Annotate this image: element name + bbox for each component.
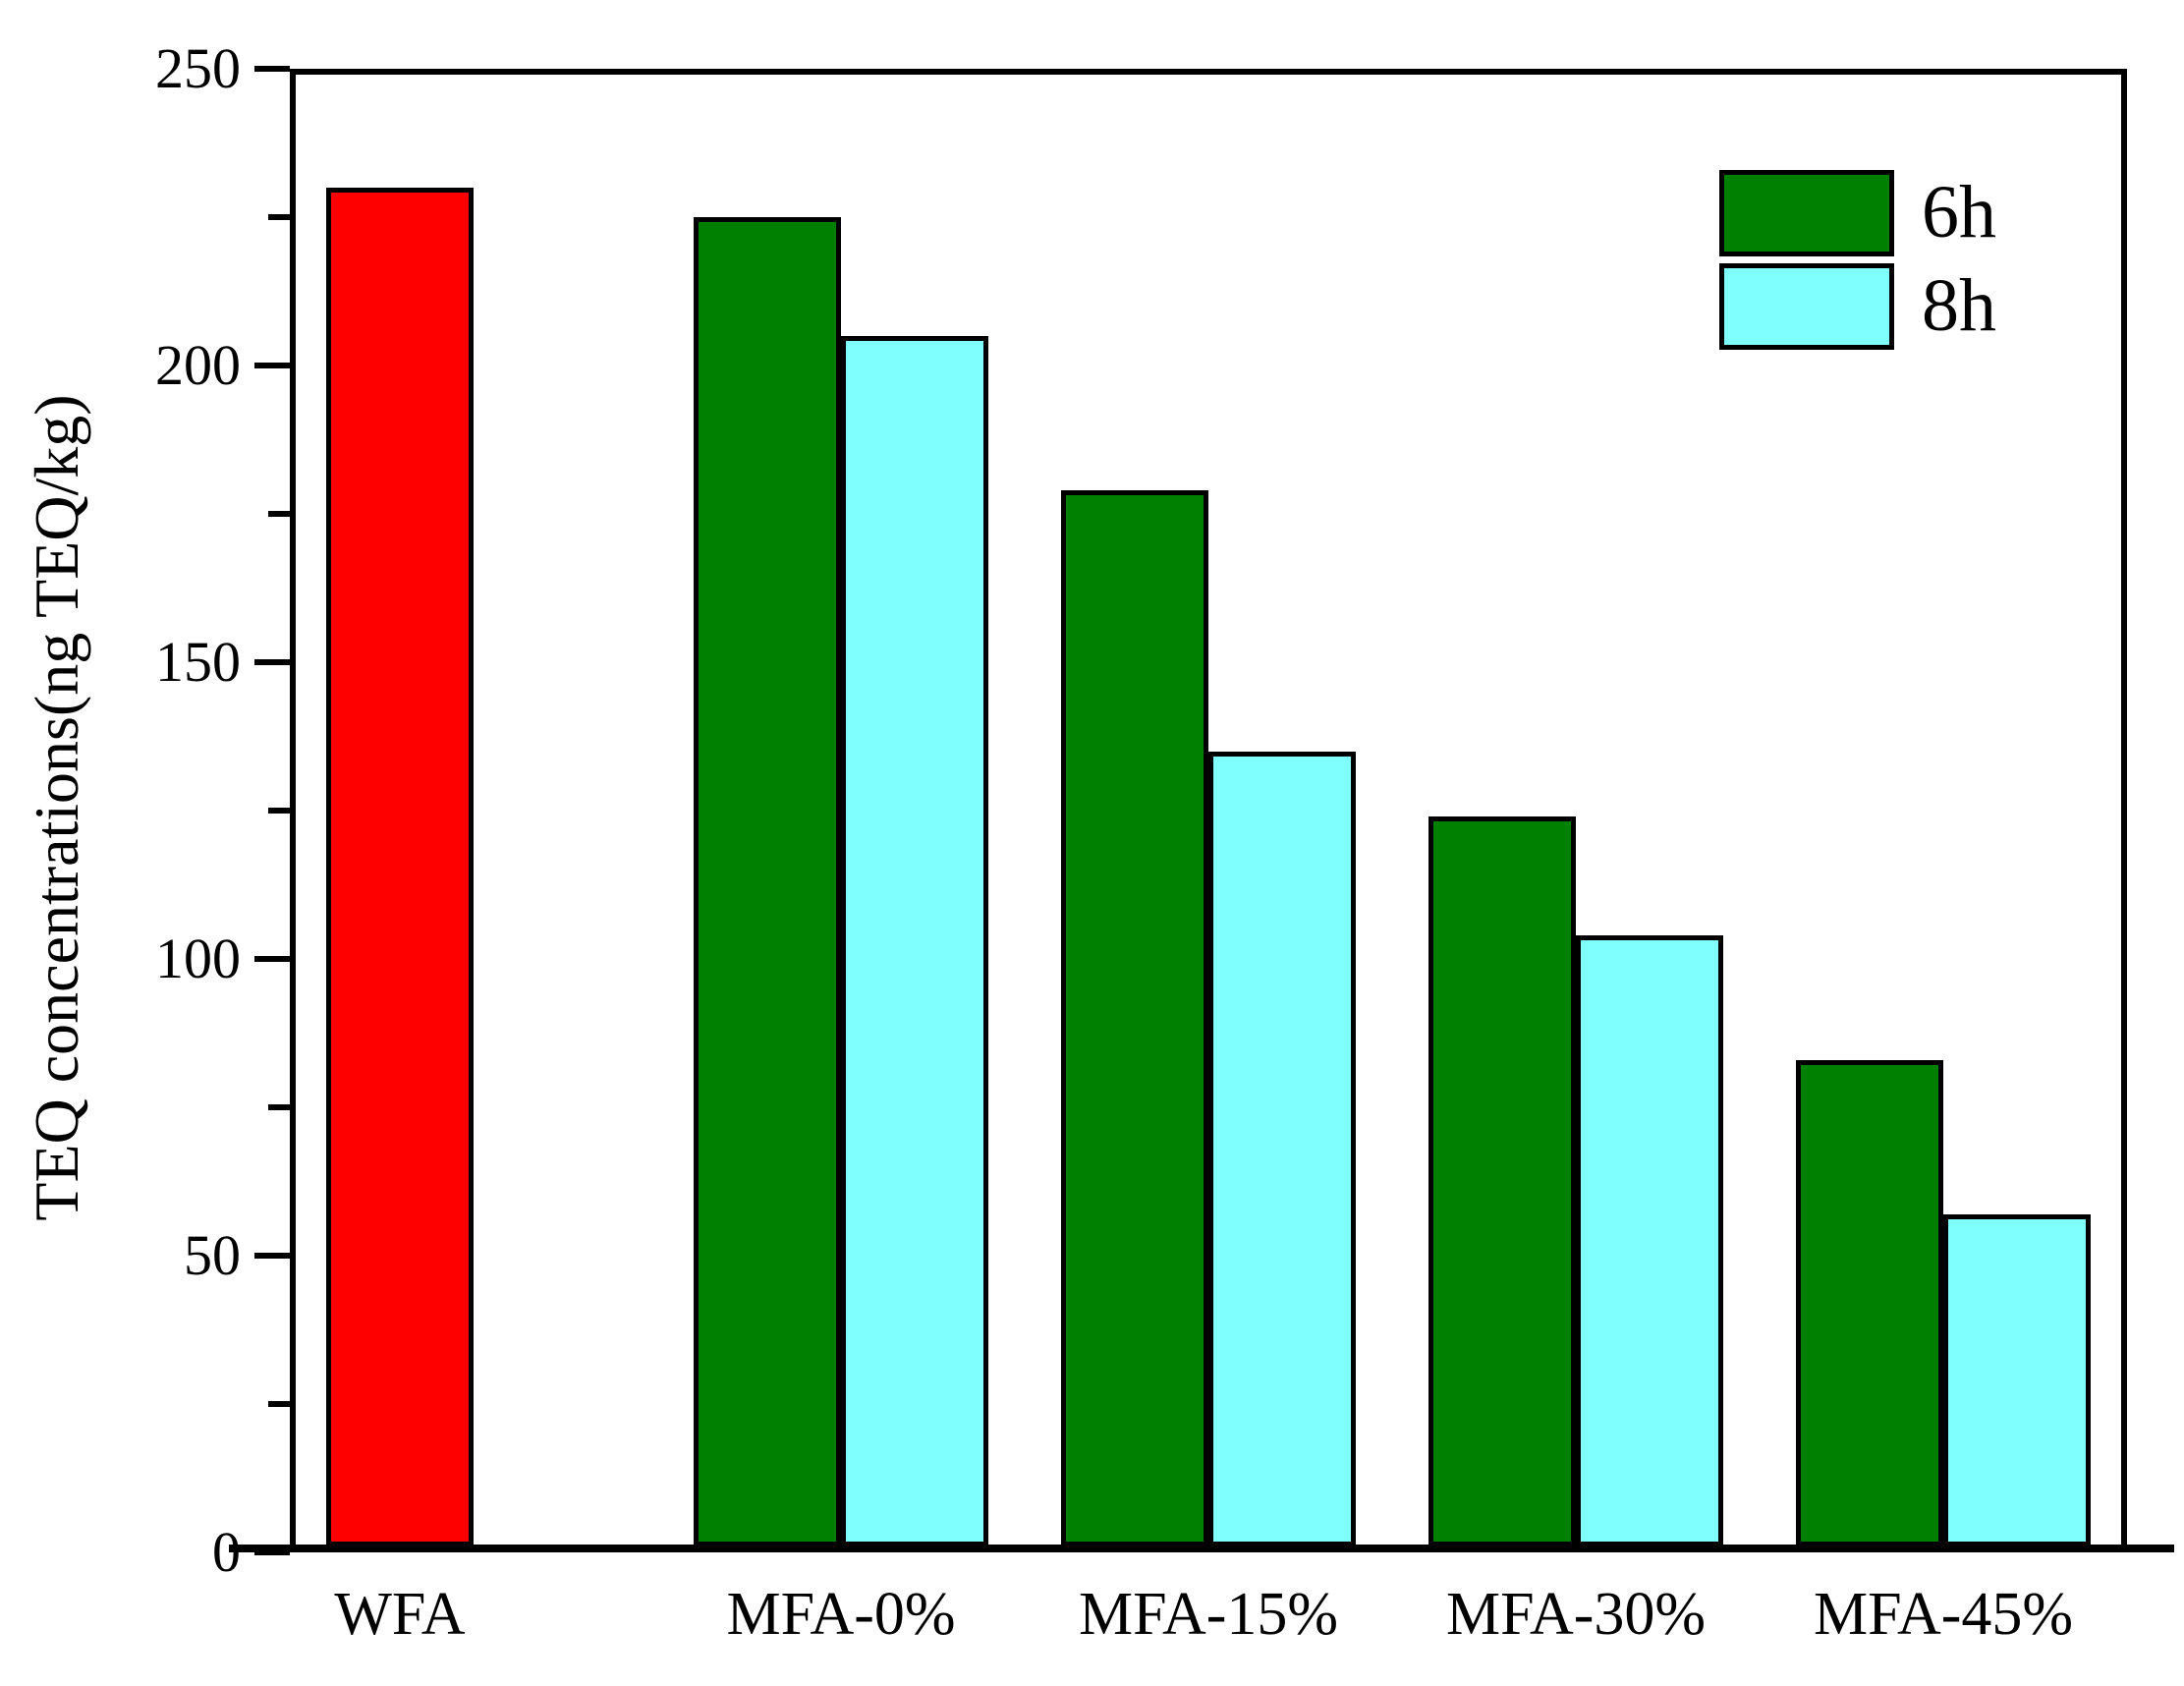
y-major-tick [254, 956, 290, 962]
y-axis-title: TEQ concentrations(ng TEQ/kg) [22, 394, 91, 1221]
y-minor-tick [268, 808, 290, 814]
x-axis-line [229, 1545, 2174, 1552]
y-major-tick [254, 1549, 290, 1555]
y-minor-tick [268, 1104, 290, 1110]
legend-label-6h: 6h [1922, 171, 1996, 253]
y-major-tick [254, 659, 290, 665]
y-major-tick [254, 1253, 290, 1259]
y-tick-label: 200 [155, 333, 241, 397]
bar-MFA-45%-6h [1796, 1060, 1943, 1546]
y-minor-tick [268, 214, 290, 220]
bar-WFA-6h [326, 188, 474, 1546]
legend-swatch-6h [1719, 170, 1894, 256]
y-minor-tick [268, 511, 290, 517]
y-tick-label: 100 [155, 927, 241, 990]
bar-MFA-0%-6h [694, 217, 841, 1546]
x-tick-label-MFA-45%: MFA-45% [1813, 1581, 2074, 1648]
x-tick-label-MFA-30%: MFA-30% [1445, 1581, 1707, 1648]
y-tick-label: 50 [184, 1223, 241, 1287]
legend-swatch-8h [1719, 263, 1894, 350]
y-major-tick [254, 66, 290, 72]
x-tick-label-MFA-0%: MFA-0% [726, 1581, 956, 1648]
y-major-tick [254, 363, 290, 368]
y-tick-label: 150 [155, 630, 241, 694]
bar-MFA-15%-6h [1061, 490, 1208, 1546]
bar-MFA-30%-8h [1576, 935, 1723, 1546]
y-tick-label: 0 [212, 1520, 241, 1584]
bar-MFA-0%-8h [841, 336, 988, 1546]
y-tick-label: 250 [155, 36, 241, 100]
bar-MFA-45%-8h [1943, 1214, 2091, 1546]
bar-MFA-30%-6h [1428, 816, 1576, 1546]
bar-MFA-15%-8h [1208, 752, 1356, 1546]
x-tick-label-MFA-15%: MFA-15% [1078, 1581, 1339, 1648]
y-minor-tick [268, 1401, 290, 1407]
legend-label-8h: 8h [1922, 264, 1996, 347]
x-tick-label-WFA: WFA [334, 1581, 466, 1648]
